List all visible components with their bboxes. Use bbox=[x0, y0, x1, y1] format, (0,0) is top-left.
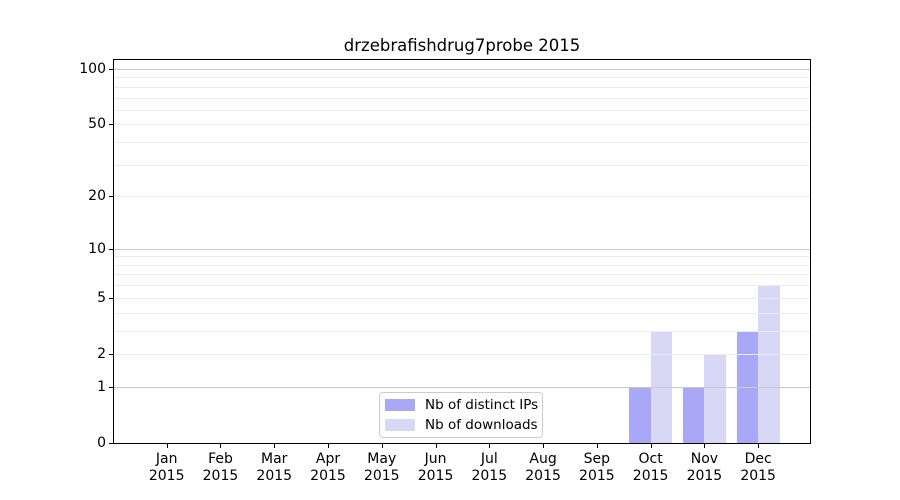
x-tick-label-month: Dec bbox=[744, 451, 772, 467]
x-tick-label-year: 2015 bbox=[363, 468, 400, 484]
legend-swatch-downloads bbox=[385, 419, 415, 431]
y-tick-label: 20 bbox=[88, 188, 106, 205]
x-tick-label: Dec 2015 bbox=[726, 451, 790, 485]
x-tick-label: Jun 2015 bbox=[404, 451, 468, 485]
x-axis-tick bbox=[543, 444, 545, 448]
x-tick-label-year: 2015 bbox=[256, 468, 293, 484]
gridline-minor bbox=[114, 124, 810, 126]
gridline-minor bbox=[114, 264, 810, 266]
y-axis-tick bbox=[109, 297, 113, 299]
gridline-minor bbox=[114, 142, 810, 144]
gridline-major bbox=[114, 248, 810, 250]
chart-title: drzebrafishdrug7probe 2015 bbox=[343, 36, 581, 55]
x-tick-label: Aug 2015 bbox=[511, 451, 575, 485]
gridline-minor bbox=[114, 196, 810, 198]
x-axis-tick bbox=[220, 444, 222, 448]
x-tick-label-year: 2015 bbox=[310, 468, 346, 484]
gridline-minor bbox=[114, 330, 810, 332]
x-tick-label-month: Mar bbox=[261, 451, 288, 467]
x-tick-label-year: 2015 bbox=[740, 468, 776, 484]
x-tick-label-year: 2015 bbox=[202, 468, 239, 484]
x-tick-label: Jul 2015 bbox=[457, 451, 521, 485]
x-axis-tick bbox=[489, 444, 491, 448]
gridline-minor bbox=[114, 353, 810, 355]
x-tick-label: May 2015 bbox=[350, 451, 414, 485]
bar-downloads-nov bbox=[704, 353, 726, 443]
x-tick-label-year: 2015 bbox=[148, 468, 185, 484]
y-axis-tick bbox=[109, 68, 113, 70]
x-tick-label-month: Feb bbox=[208, 451, 233, 467]
gridline-minor bbox=[114, 274, 810, 276]
x-tick-label: Jan 2015 bbox=[135, 451, 199, 485]
gridline-minor bbox=[114, 109, 810, 111]
gridline-minor bbox=[114, 297, 810, 299]
x-axis-tick bbox=[435, 444, 437, 448]
x-tick-label-month: Jun bbox=[424, 451, 447, 467]
gridline-minor bbox=[114, 86, 810, 88]
x-tick-label: Mar 2015 bbox=[242, 451, 306, 485]
y-axis-tick bbox=[109, 124, 113, 126]
bar-downloads-dec bbox=[758, 285, 780, 443]
x-axis-tick bbox=[274, 444, 276, 448]
legend-label-distinct-ips: Nb of distinct IPs bbox=[425, 396, 539, 413]
x-tick-label: Sep 2015 bbox=[565, 451, 629, 485]
x-axis-tick bbox=[704, 444, 706, 448]
x-tick-label-year: 2015 bbox=[417, 468, 454, 484]
x-axis-tick bbox=[328, 444, 329, 448]
y-axis-tick bbox=[109, 443, 113, 444]
x-tick-label-year: 2015 bbox=[579, 468, 615, 484]
x-tick-label-year: 2015 bbox=[525, 468, 561, 484]
y-tick-label: 100 bbox=[79, 60, 106, 77]
x-tick-label-month: Jul bbox=[480, 451, 498, 467]
x-axis-tick bbox=[381, 444, 383, 448]
legend: Nb of distinct IPs Nb of downloads bbox=[379, 392, 543, 438]
y-tick-label: 50 bbox=[88, 116, 106, 133]
gridline-minor bbox=[114, 97, 810, 99]
y-axis-tick bbox=[109, 248, 113, 250]
x-tick-label-month: Aug bbox=[529, 451, 557, 467]
legend-item-downloads: Nb of downloads bbox=[385, 416, 538, 433]
gridline-minor bbox=[114, 285, 810, 287]
x-tick-label-month: Apr bbox=[315, 451, 341, 467]
x-tick-label-month: Jan bbox=[155, 451, 178, 467]
x-tick-label-year: 2015 bbox=[632, 468, 669, 484]
bar-distinct-ips-oct bbox=[629, 386, 651, 443]
x-axis-tick bbox=[166, 444, 168, 448]
x-axis-tick bbox=[650, 444, 652, 448]
x-axis-tick bbox=[596, 444, 598, 448]
x-tick-label-month: Sep bbox=[583, 451, 611, 467]
legend-swatch-distinct-ips bbox=[385, 399, 415, 411]
legend-label-downloads: Nb of downloads bbox=[425, 416, 538, 433]
gridline-minor bbox=[114, 77, 810, 79]
y-axis-tick bbox=[109, 196, 113, 198]
gridline-minor bbox=[114, 164, 810, 166]
x-tick-label: Oct 2015 bbox=[619, 451, 683, 485]
gridline-major bbox=[114, 386, 810, 388]
x-tick-label-year: 2015 bbox=[471, 468, 508, 484]
y-tick-label: 0 bbox=[97, 435, 106, 451]
x-tick-label: Feb 2015 bbox=[188, 451, 252, 485]
gridline-major bbox=[114, 68, 810, 70]
y-axis-tick bbox=[109, 386, 113, 388]
y-tick-label: 5 bbox=[97, 289, 106, 306]
x-tick-label-month: Nov bbox=[690, 451, 719, 467]
x-tick-label: Apr 2015 bbox=[296, 451, 360, 485]
y-tick-label: 10 bbox=[88, 240, 106, 257]
x-tick-label-year: 2015 bbox=[686, 468, 723, 484]
x-tick-label-month: Oct bbox=[638, 451, 663, 467]
bar-distinct-ips-nov bbox=[682, 386, 705, 443]
y-axis-tick bbox=[109, 353, 113, 355]
x-axis-tick bbox=[758, 444, 760, 448]
gridline-minor bbox=[114, 256, 810, 258]
y-tick-label: 1 bbox=[97, 378, 106, 395]
legend-item-distinct-ips: Nb of distinct IPs bbox=[385, 396, 539, 413]
x-tick-label: Nov 2015 bbox=[672, 451, 736, 485]
gridline-minor bbox=[114, 312, 810, 314]
y-tick-label: 2 bbox=[97, 345, 106, 362]
x-tick-label-month: May bbox=[367, 451, 397, 467]
